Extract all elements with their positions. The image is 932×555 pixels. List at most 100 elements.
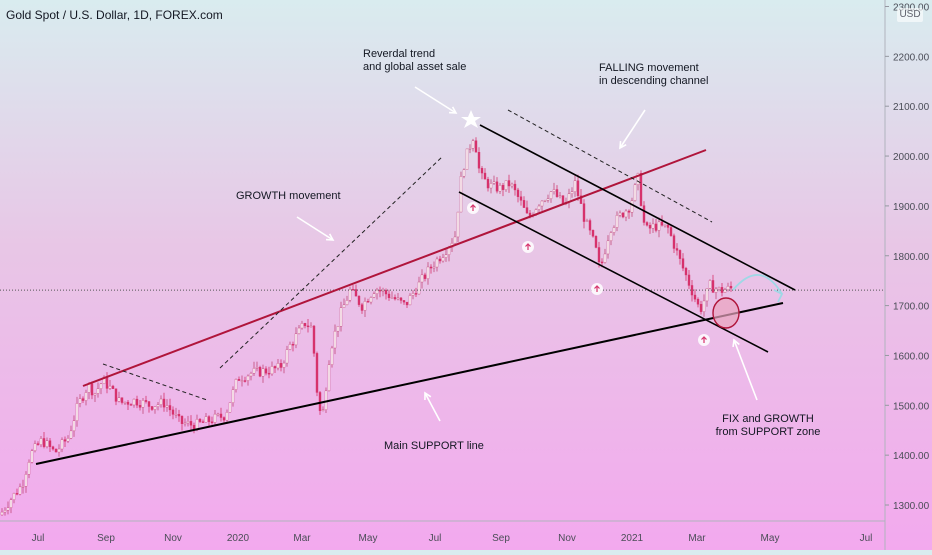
- candle-body: [108, 385, 112, 389]
- candle-body: [600, 261, 604, 264]
- candle-body: [579, 195, 583, 204]
- candle-body: [675, 248, 679, 251]
- candle-body: [225, 412, 229, 421]
- candle-body: [207, 416, 211, 423]
- candle-body: [405, 301, 409, 306]
- candle-body: [186, 421, 190, 424]
- candle-body: [33, 443, 37, 451]
- candle-body: [300, 323, 304, 329]
- candle-body: [228, 402, 232, 413]
- time-tick-label: Sep: [97, 533, 115, 544]
- pointer-arrow-fix: [733, 339, 758, 401]
- up-arrow-glyph: [701, 336, 707, 343]
- candle-body: [69, 430, 73, 439]
- annotation-text: GROWTH movement: [236, 190, 341, 202]
- candle-body: [282, 362, 286, 368]
- candle-body: [618, 212, 622, 216]
- candle-body: [504, 180, 508, 190]
- price-tick-label: 2200.00: [893, 52, 930, 63]
- candle-body: [483, 172, 487, 180]
- candle-body: [507, 180, 511, 187]
- candle-body: [297, 327, 301, 334]
- annotation-text: in descending channel: [599, 75, 708, 87]
- candle-body: [570, 191, 574, 194]
- candle-body: [327, 364, 331, 392]
- candle-body: [231, 389, 235, 403]
- candle-body: [651, 223, 655, 229]
- chart-title: Gold Spot / U.S. Dollar, 1D, FOREX.com: [6, 8, 223, 22]
- candle-body: [462, 169, 466, 177]
- candle-body: [711, 280, 715, 293]
- pointer-arrow-support-head: [424, 391, 432, 401]
- candle-body: [18, 486, 22, 495]
- candle-body: [543, 200, 547, 202]
- candle-body: [471, 140, 475, 149]
- candle-body: [702, 300, 706, 312]
- time-tick-label: 2021: [621, 533, 644, 544]
- time-tick-label: May: [761, 533, 780, 544]
- star-icon: [461, 110, 481, 128]
- price-tick-label: 1800.00: [893, 252, 930, 263]
- currency-badge[interactable]: USD: [897, 8, 923, 22]
- annotation-text: and global asset sale: [363, 61, 466, 73]
- price-tick-label: 1700.00: [893, 302, 930, 313]
- candle-body: [366, 301, 370, 303]
- candle-body: [183, 422, 187, 425]
- candle-body: [654, 223, 658, 231]
- time-tick-label: 2020: [227, 533, 250, 544]
- candle-body: [180, 415, 184, 424]
- price-tick-label: 1300.00: [893, 501, 930, 512]
- time-tick-label: May: [359, 533, 378, 544]
- candle-body: [717, 287, 721, 290]
- candle-body: [438, 258, 442, 262]
- candle-body: [39, 438, 43, 445]
- candle-body: [591, 229, 595, 237]
- candle-body: [372, 293, 376, 298]
- candle-body: [93, 393, 97, 396]
- candle-body: [630, 200, 634, 213]
- candle-body: [690, 285, 694, 296]
- candle-body: [201, 421, 205, 423]
- candle-body: [12, 493, 16, 500]
- candle-body: [501, 184, 505, 190]
- candle-body: [165, 405, 169, 408]
- candle-body: [204, 416, 208, 423]
- up-arrow-glyph: [470, 204, 476, 211]
- time-tick-label: Jul: [429, 533, 442, 544]
- candle-body: [6, 507, 10, 511]
- candle-body: [309, 325, 313, 328]
- projection-curve-head: [773, 289, 784, 303]
- candle-body: [45, 440, 49, 447]
- annotation-text: Reverdal trend: [363, 48, 435, 60]
- candle-body: [657, 221, 661, 231]
- time-tick-label: Jul: [32, 533, 45, 544]
- candle-body: [633, 184, 637, 201]
- candle-body: [627, 210, 631, 213]
- candle-body: [294, 333, 298, 346]
- candle-body: [210, 421, 214, 424]
- candle-body: [681, 258, 685, 269]
- candle-body: [687, 274, 691, 286]
- candle-body: [612, 227, 616, 233]
- candle-body: [168, 405, 172, 411]
- candle-body: [150, 406, 154, 410]
- candle-body: [264, 368, 268, 374]
- candle-body: [666, 224, 670, 228]
- candle-body: [396, 297, 400, 300]
- support-zone-circle: [712, 297, 740, 329]
- candle-body: [423, 274, 427, 279]
- candle-body: [678, 250, 682, 259]
- candle-body: [411, 293, 415, 296]
- growth-channel-upper-line: [82, 149, 707, 387]
- candle-body: [90, 383, 94, 396]
- candle-body: [258, 367, 262, 377]
- projection-curve: [732, 274, 783, 295]
- candle-body: [21, 486, 25, 488]
- pointer-arrow-reversal: [414, 86, 457, 114]
- candle-body: [636, 173, 640, 185]
- candle-body: [3, 510, 7, 513]
- candle-body: [78, 398, 82, 404]
- candle-body: [72, 420, 76, 432]
